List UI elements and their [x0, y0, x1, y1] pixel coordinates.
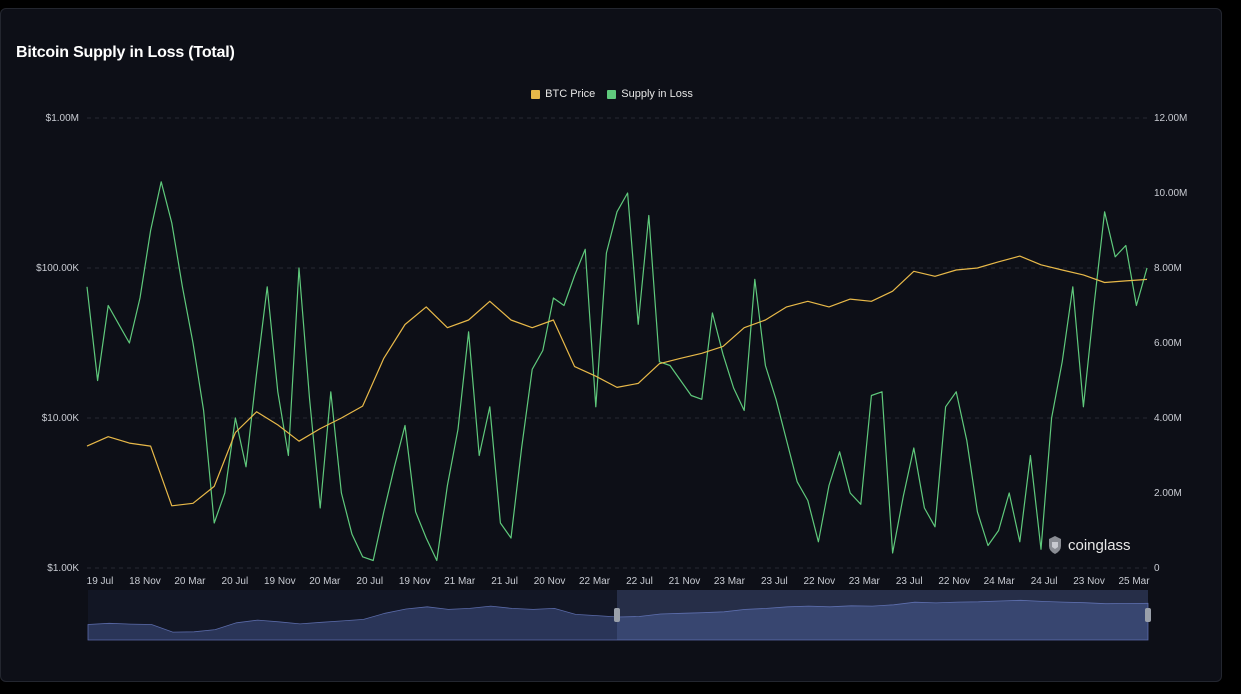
legend-item-btc-price[interactable]: BTC Price — [531, 88, 595, 100]
y-left-tick-label: $10.00K — [42, 413, 80, 424]
navigator-selection — [617, 590, 1148, 640]
x-tick-label: 21 Nov — [669, 576, 701, 587]
x-tick-label: 23 Nov — [1073, 576, 1105, 587]
x-tick-label: 23 Jul — [896, 576, 923, 587]
x-tick-label: 22 Nov — [803, 576, 835, 587]
chart-title: Bitcoin Supply in Loss (Total) — [16, 44, 235, 61]
x-tick-label: 24 Mar — [984, 576, 1016, 587]
x-tick-label: 22 Mar — [579, 576, 611, 587]
x-tick-label: 20 Jul — [222, 576, 249, 587]
y-right-tick-label: 0 — [1154, 563, 1160, 574]
x-tick-label: 24 Jul — [1031, 576, 1058, 587]
navigator[interactable] — [87, 590, 1151, 641]
x-tick-label: 23 Jul — [761, 576, 788, 587]
x-tick-label: 20 Mar — [174, 576, 206, 587]
x-tick-label: 20 Nov — [534, 576, 566, 587]
coinglass-logo-icon — [1049, 536, 1061, 554]
y-right-tick-label: 6.00M — [1154, 338, 1182, 349]
x-tick-label: 20 Jul — [356, 576, 383, 587]
y-left-tick-label: $100.00K — [36, 263, 79, 274]
y-left-tick-label: $1.00M — [46, 113, 79, 124]
x-tick-label: 19 Nov — [399, 576, 431, 587]
btc-price-line — [86, 255, 1148, 507]
x-tick-label: 22 Jul — [626, 576, 653, 587]
x-tick-label: 23 Mar — [714, 576, 746, 587]
x-tick-label: 19 Jul — [87, 576, 114, 587]
y-left-tick-label: $1.00K — [47, 563, 79, 574]
x-tick-label: 22 Nov — [938, 576, 970, 587]
y-right-tick-label: 12.00M — [1154, 113, 1187, 124]
chart-card: Bitcoin Supply in Loss (Total) BTC Price… — [0, 8, 1222, 682]
x-tick-label: 23 Mar — [849, 576, 881, 587]
x-tick-label: 18 Nov — [129, 576, 161, 587]
legend-swatch-btc-price — [531, 89, 541, 99]
chart-legend: BTC Price Supply in Loss — [1, 88, 1223, 100]
supply-in-loss-line — [86, 181, 1148, 562]
watermark-text: coinglass — [1068, 536, 1131, 554]
navigator-left-handle[interactable] — [614, 608, 620, 622]
legend-label-btc-price: BTC Price — [545, 88, 596, 100]
y-right-tick-label: 2.00M — [1154, 488, 1182, 499]
coinglass-watermark: coinglass — [1046, 535, 1131, 555]
x-tick-label: 20 Mar — [309, 576, 341, 587]
y-right-tick-label: 10.00M — [1154, 188, 1187, 199]
navigator-right-handle[interactable] — [1145, 608, 1151, 622]
legend-item-supply-in-loss[interactable]: Supply in Loss — [607, 88, 693, 100]
y-right-tick-label: 4.00M — [1154, 413, 1182, 424]
legend-swatch-supply-in-loss — [607, 89, 617, 99]
y-right-tick-label: 8.00M — [1154, 263, 1182, 274]
x-tick-label: 25 Mar — [1118, 576, 1150, 587]
x-tick-label: 21 Jul — [491, 576, 518, 587]
x-tick-label: 19 Nov — [264, 576, 296, 587]
legend-label-supply-in-loss: Supply in Loss — [621, 88, 693, 100]
x-tick-label: 21 Mar — [444, 576, 476, 587]
